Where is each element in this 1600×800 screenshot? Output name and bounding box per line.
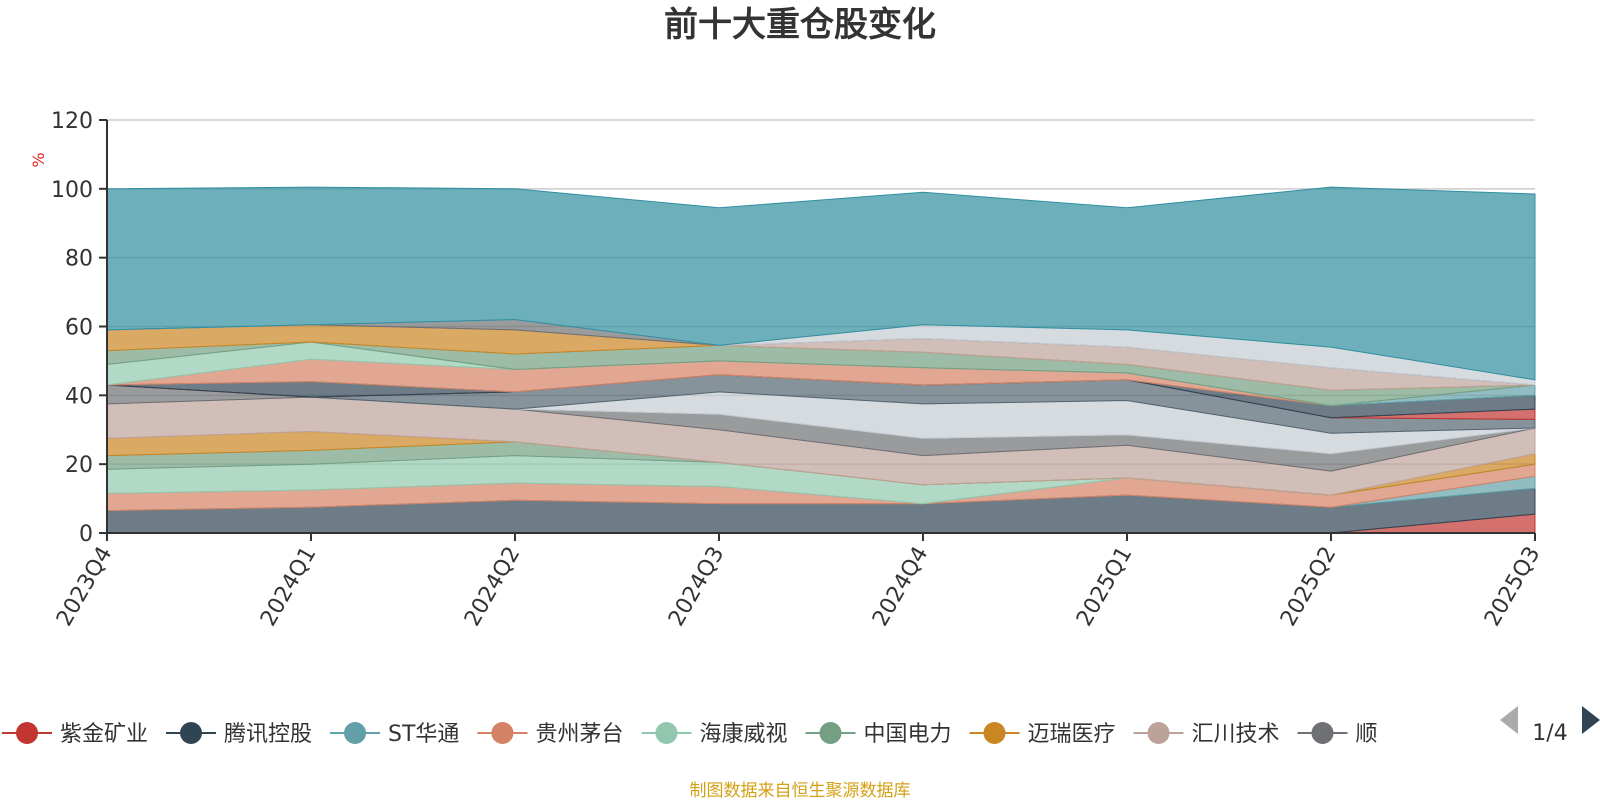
legend-item-1[interactable]: 腾讯控股 [166,722,312,747]
legend-prev-page-icon[interactable] [1500,706,1518,734]
legend-label-2: ST华通 [388,722,459,747]
chart-title: 前十大重仓股变化 [664,5,936,45]
legend-marker-7 [1147,722,1170,744]
x-tick-label-5: 2025Q1 [1072,543,1137,631]
y-tick-label-5: 100 [51,178,93,203]
x-tick-label-4: 2024Q4 [868,543,933,631]
legend-label-4: 海康威视 [699,722,787,747]
y-axis-unit-label: % [29,152,48,167]
legend-label-1: 腾讯控股 [224,722,312,747]
legend: 紫金矿业 腾讯控股 ST华通 贵州茅台 海康威视 中国电力 迈瑞医疗 汇川技术 顺 [2,722,1378,747]
y-tick-label-6: 120 [51,109,93,134]
x-tick-label-6: 2025Q2 [1276,543,1341,631]
legend-item-4[interactable]: 海康威视 [641,722,787,747]
area-series-21 [106,186,1536,381]
x-tick-label-2: 2024Q2 [460,543,525,631]
legend-marker-4 [655,722,678,744]
legend-marker-8 [1311,722,1334,744]
legend-label-8: 顺 [1356,722,1378,747]
legend-item-8[interactable]: 顺 [1297,722,1378,747]
y-tick-label-4: 80 [65,247,93,272]
legend-marker-5 [819,722,842,744]
legend-item-2[interactable]: ST华通 [330,722,459,747]
y-tick-label-2: 40 [65,384,93,409]
legend-item-7[interactable]: 汇川技术 [1133,722,1280,747]
x-tick-label-1: 2024Q1 [256,543,321,631]
legend-item-0[interactable]: 紫金矿业 [2,722,148,747]
legend-item-3[interactable]: 贵州茅台 [477,722,623,747]
legend-label-0: 紫金矿业 [60,722,148,747]
legend-label-3: 贵州茅台 [535,722,623,747]
legend-marker-6 [983,722,1006,744]
legend-page-indicator: 1/4 [1532,721,1567,746]
legend-marker-2 [344,722,367,744]
data-source-note: 制图数据来自恒生聚源数据库 [690,781,911,800]
x-tick-label-0: 2023Q4 [52,543,117,631]
legend-marker-1 [180,722,203,744]
area-series [106,186,1536,534]
x-tick-label-3: 2024Q3 [664,543,729,631]
y-tick-label-1: 20 [65,453,93,478]
legend-item-6[interactable]: 迈瑞医疗 [969,722,1116,747]
legend-marker-3 [491,722,514,744]
x-tick-label-7: 2025Q3 [1480,543,1545,631]
legend-label-7: 汇川技术 [1192,722,1280,747]
legend-item-5[interactable]: 中国电力 [805,722,951,747]
legend-label-5: 中国电力 [863,722,951,747]
y-tick-label-0: 0 [79,522,93,547]
legend-marker-0 [16,722,38,744]
legend-pager: 1/4 [1500,706,1600,746]
legend-next-page-icon[interactable] [1582,706,1600,734]
y-tick-label-3: 60 [65,316,93,341]
legend-label-6: 迈瑞医疗 [1027,722,1115,747]
